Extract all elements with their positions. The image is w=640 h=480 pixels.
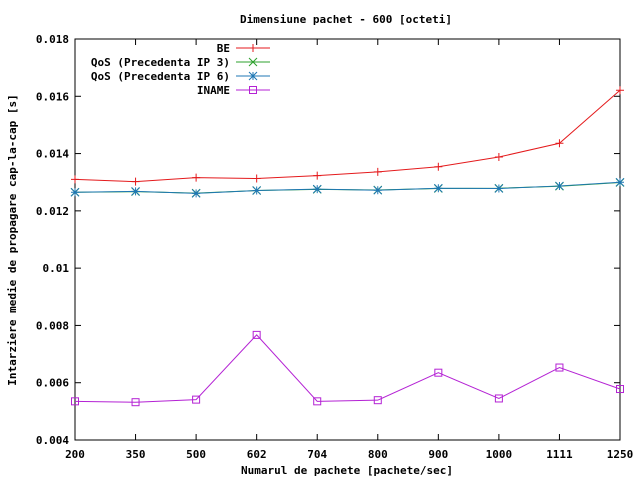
x-tick-label: 1250 bbox=[607, 448, 634, 461]
y-tick-label: 0.006 bbox=[36, 377, 69, 390]
data-point bbox=[192, 173, 201, 182]
series-qos-precedenta-ip-6 bbox=[70, 177, 625, 198]
data-point bbox=[494, 184, 504, 193]
x-tick-label: 1111 bbox=[546, 448, 573, 461]
data-point bbox=[248, 71, 258, 81]
y-tick-label: 0.008 bbox=[36, 319, 69, 332]
y-tick-label: 0.016 bbox=[36, 90, 69, 103]
data-point bbox=[555, 181, 564, 191]
data-point bbox=[615, 177, 625, 187]
series-line bbox=[74, 89, 621, 183]
legend-label: QoS (Precedenta IP 6) bbox=[91, 70, 230, 83]
data-point bbox=[373, 167, 382, 176]
x-tick-label: 200 bbox=[65, 448, 85, 461]
y-tick-label: 0.012 bbox=[36, 205, 69, 218]
data-point bbox=[433, 183, 443, 193]
data-point bbox=[71, 397, 79, 406]
data-point bbox=[313, 171, 322, 180]
data-point bbox=[616, 86, 624, 95]
data-point bbox=[249, 86, 257, 94]
x-tick-label: 602 bbox=[247, 448, 267, 461]
data-point bbox=[313, 397, 322, 406]
data-point bbox=[252, 174, 261, 183]
chart-title: Dimensiune pachet - 600 [octeti] bbox=[240, 13, 452, 26]
x-tick-label: 800 bbox=[368, 448, 388, 461]
legend-label: BE bbox=[217, 42, 230, 55]
data-point bbox=[373, 185, 383, 195]
legend-label: INAME bbox=[197, 84, 230, 97]
data-point bbox=[70, 187, 80, 197]
y-axis-ticks: 0.004 0.006 0.008 0.01 0.012 0.014 0.016 0.018 bbox=[36, 33, 620, 447]
x-tick-label: 350 bbox=[126, 448, 146, 461]
data-point bbox=[192, 395, 201, 404]
plot-frame bbox=[74, 38, 621, 441]
data-point bbox=[191, 189, 201, 198]
series-line bbox=[74, 182, 621, 194]
series-layer bbox=[70, 86, 625, 407]
data-point bbox=[131, 177, 140, 186]
x-tick-label: 1000 bbox=[486, 448, 513, 461]
x-axis-label: Numarul de pachete [pachete/sec] bbox=[241, 464, 453, 477]
legend-label: QoS (Precedenta IP 3) bbox=[91, 56, 230, 69]
series-be bbox=[71, 86, 624, 186]
data-point bbox=[131, 398, 140, 407]
x-axis-ticks: 200 350 500 602 704 800 900 1000 1111 1250 bbox=[65, 39, 633, 461]
data-point bbox=[616, 385, 624, 394]
series-qos-precedenta-ip-3 bbox=[70, 178, 625, 198]
data-point bbox=[249, 44, 257, 52]
y-tick-label: 0.004 bbox=[36, 434, 69, 447]
y-tick-label: 0.014 bbox=[36, 148, 69, 161]
data-point bbox=[131, 187, 140, 196]
y-tick-label: 0.01 bbox=[43, 262, 70, 275]
data-point bbox=[71, 175, 79, 184]
data-point bbox=[252, 330, 261, 339]
data-point bbox=[555, 139, 564, 148]
x-tick-label: 900 bbox=[428, 448, 448, 461]
data-point bbox=[248, 57, 258, 67]
data-point bbox=[555, 363, 564, 372]
y-axis-label: Intarziere medie de propagare cap-la-cap… bbox=[6, 94, 19, 385]
data-point bbox=[252, 186, 262, 195]
x-tick-label: 500 bbox=[186, 448, 206, 461]
data-point bbox=[494, 394, 503, 403]
y-tick-label: 0.018 bbox=[36, 33, 69, 46]
series-iname bbox=[71, 330, 624, 407]
data-point bbox=[434, 162, 443, 171]
x-tick-label: 704 bbox=[307, 448, 327, 461]
series-line bbox=[74, 334, 621, 403]
data-point bbox=[434, 368, 443, 377]
data-point bbox=[494, 153, 503, 162]
data-point bbox=[373, 396, 382, 405]
series-line bbox=[74, 181, 621, 194]
data-point bbox=[312, 184, 322, 194]
